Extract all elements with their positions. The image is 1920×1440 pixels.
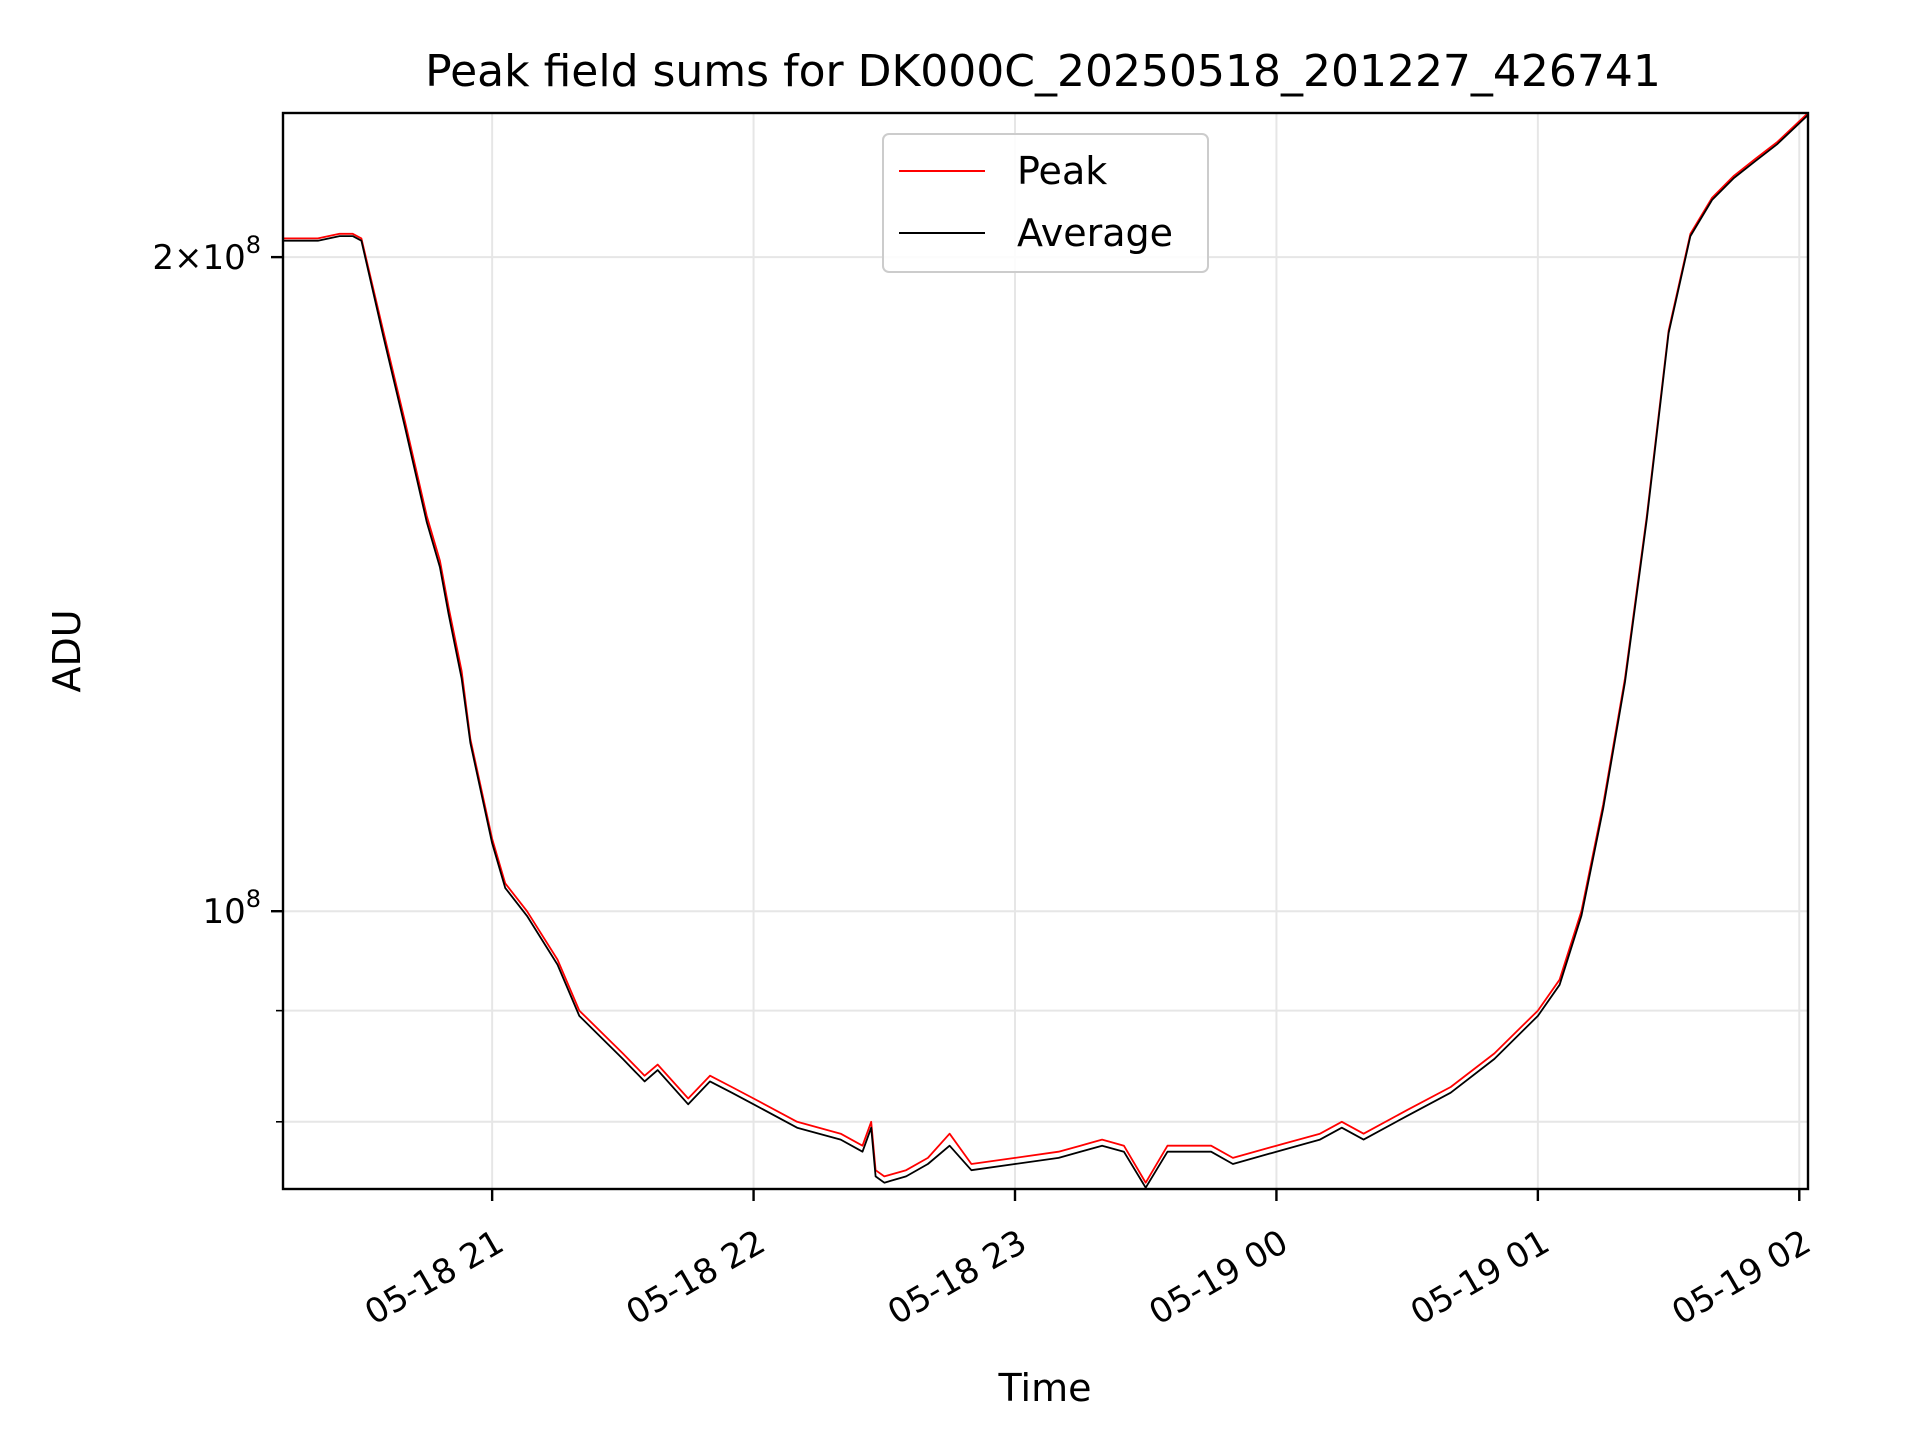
series-layer [283, 112, 1809, 1189]
legend-label-peak: Peak [1017, 149, 1107, 193]
grid [283, 113, 1808, 1189]
y-tick-label: 108 [202, 885, 261, 932]
x-axis-label: Time [998, 1366, 1092, 1410]
y-tick-exponent: 8 [246, 885, 261, 913]
legend-box [882, 133, 1209, 273]
y-tick-exponent: 8 [246, 231, 261, 259]
legend-label-average: Average [1017, 211, 1173, 255]
y-tick-base: 2×10 [152, 238, 245, 278]
legend: Peak Average [882, 133, 1209, 273]
y-tick-label: 2×108 [152, 231, 261, 278]
series-line-average [283, 114, 1809, 1189]
y-axis-label: ADU [45, 609, 89, 692]
y-tick-base: 10 [202, 892, 245, 932]
chart-title: Peak field sums for DK000C_20250518_2012… [425, 46, 1661, 97]
plot-frame [281, 111, 1810, 1191]
